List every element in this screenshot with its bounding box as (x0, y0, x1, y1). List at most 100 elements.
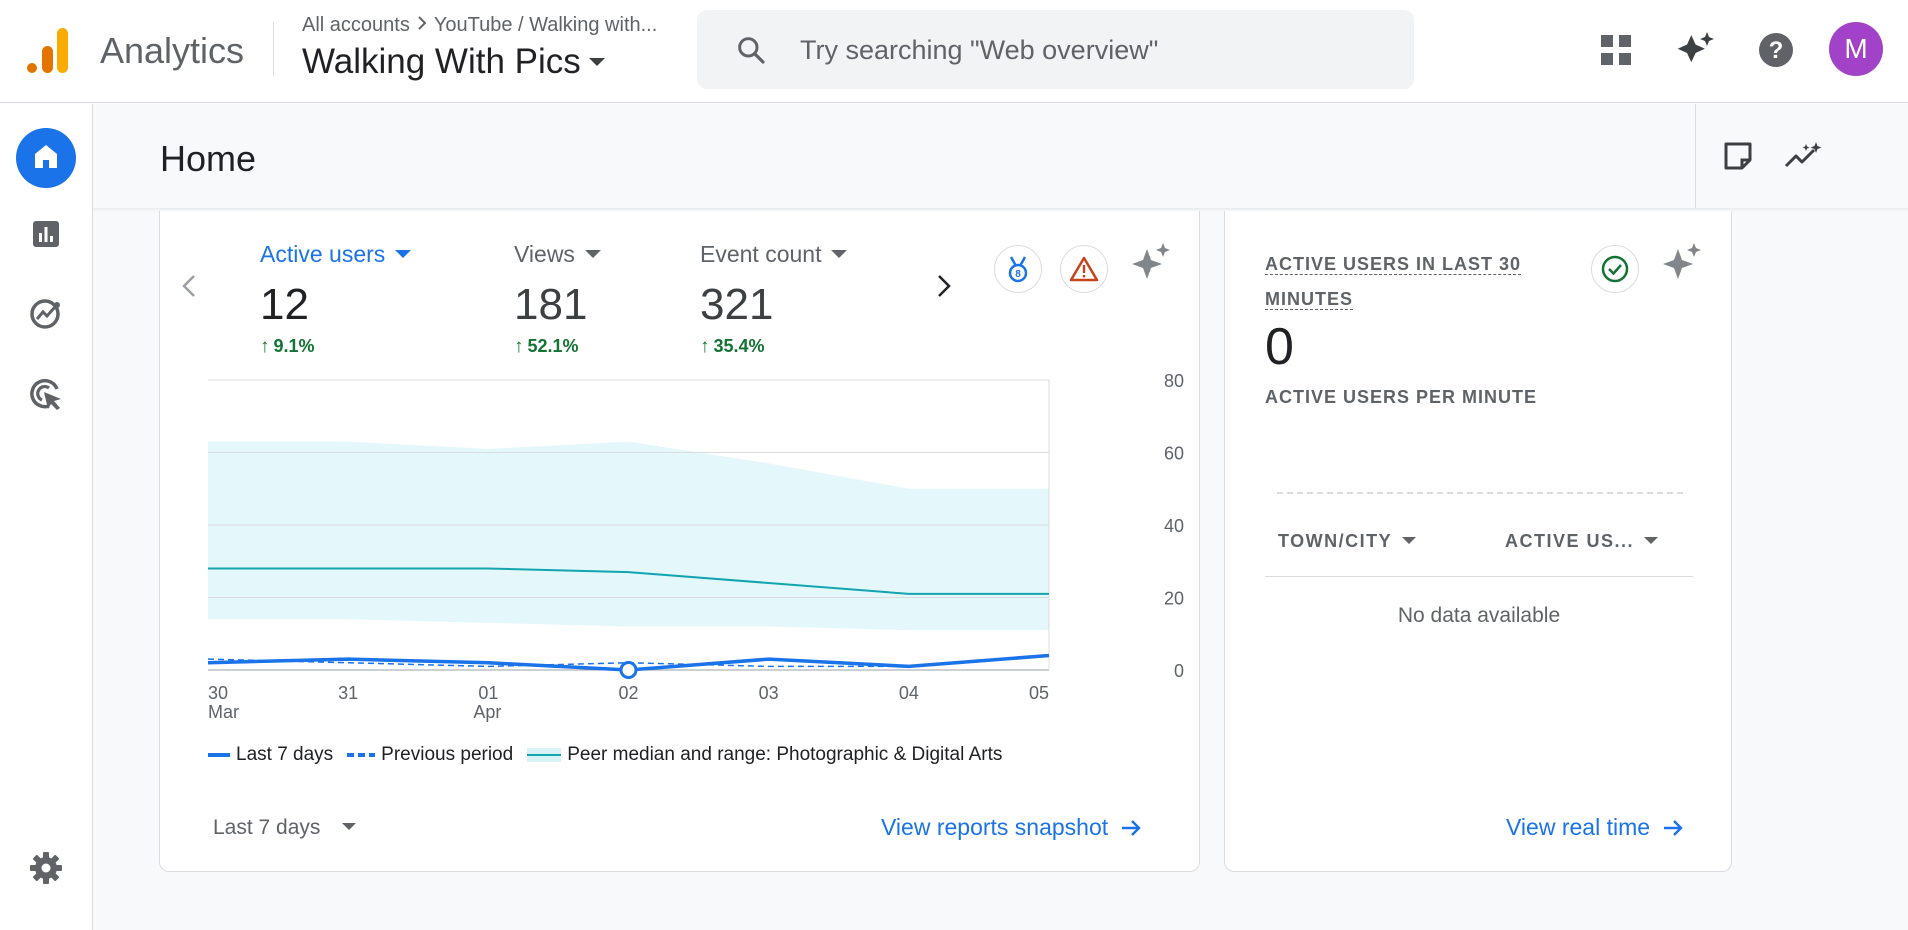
header-shadow (93, 208, 1908, 212)
metric-delta: ↑ 52.1% (514, 336, 579, 357)
arrow-up-icon: ↑ (514, 336, 524, 357)
chevron-right-icon[interactable] (935, 273, 953, 304)
sparkle-insights-icon[interactable] (1672, 24, 1720, 76)
overview-card: Active users 12 ↑ 9.1% Views 181 ↑ 52.1% E… (159, 211, 1200, 872)
arrow-up-icon: ↑ (260, 336, 270, 357)
realtime-subtitle: ACTIVE USERS PER MINUTE (1265, 387, 1538, 407)
metric-delta: ↑ 35.4% (700, 336, 765, 357)
x-tick-sublabel: Apr (473, 702, 501, 722)
realtime-value: 0 (1265, 318, 1294, 376)
bar-chart-icon (31, 219, 61, 254)
caret-down-icon (1402, 537, 1417, 545)
arrow-up-icon: ↑ (700, 336, 710, 357)
search-input[interactable] (800, 30, 1380, 70)
apps-grid-icon[interactable] (1592, 24, 1640, 76)
table-divider (1265, 576, 1693, 577)
metric-delta: ↑ 9.1% (260, 336, 315, 357)
explore-icon (28, 296, 64, 337)
nav-admin[interactable] (16, 840, 76, 900)
arrow-right-icon (1122, 819, 1141, 836)
page-title: Home (160, 138, 257, 179)
nav-advertising[interactable] (16, 366, 76, 426)
metric-event-count[interactable]: Event count 321 ↑ 35.4% (700, 241, 848, 358)
sparkle-icon[interactable] (1663, 241, 1703, 286)
sparkle-icon[interactable] (1132, 241, 1172, 286)
property-name: Walking With Pics (302, 42, 581, 81)
x-tick-label: 04 (899, 683, 919, 703)
view-reports-snapshot-link[interactable]: View reports snapshot (881, 814, 1142, 841)
metric-views[interactable]: Views 181 ↑ 52.1% (514, 241, 601, 358)
x-tick-label: 31 (338, 683, 358, 703)
legend-item-peer: Peer median and range: Photographic & Di… (527, 744, 1002, 766)
date-range-selector[interactable]: Last 7 days (213, 816, 357, 840)
search-icon (735, 34, 767, 71)
app-name: Analytics (100, 30, 245, 71)
chevron-left-icon[interactable] (180, 273, 198, 304)
empty-state-text: No data available (1397, 604, 1561, 627)
y-tick-label: 40 (1164, 516, 1184, 536)
chevron-right-icon (416, 14, 428, 37)
property-selector[interactable]: Walking With Pics (302, 42, 605, 82)
metric-label[interactable]: Event count (700, 241, 848, 268)
breadcrumb-accounts[interactable]: All accounts (302, 14, 410, 36)
metric-value: 181 (514, 280, 588, 329)
divider (273, 22, 274, 76)
x-tick-label: 30 (208, 683, 228, 703)
x-tick-label: 05 (1029, 683, 1049, 703)
realtime-title[interactable]: ACTIVE USERS IN LAST 30 MINUTES (1265, 254, 1522, 310)
view-real-time-link[interactable]: View real time (1506, 814, 1684, 841)
account-avatar[interactable]: M (1829, 22, 1883, 76)
metric-label[interactable]: Active users (260, 241, 412, 268)
column-header-town-city[interactable]: TOWN/CITY (1278, 531, 1417, 552)
series-line-peer-median (208, 567, 1049, 595)
caret-down-icon (831, 250, 848, 259)
metric-active-users[interactable]: Active users 12 ↑ 9.1% (260, 241, 412, 358)
benchmark-medal-icon[interactable]: 8 (994, 245, 1042, 293)
help-icon[interactable]: ? (1752, 24, 1800, 76)
realtime-card: ACTIVE USERS IN LAST 30 MINUTES 0 ACTIVE … (1224, 211, 1732, 872)
metric-label[interactable]: Views (514, 241, 601, 268)
svg-text:8: 8 (1015, 269, 1021, 280)
side-nav (0, 104, 93, 930)
peer-range-swatch (527, 748, 562, 762)
dashed-line-swatch (347, 753, 376, 757)
warning-icon[interactable] (1060, 245, 1108, 293)
nav-explore[interactable] (16, 286, 76, 346)
y-tick-label: 20 (1164, 589, 1184, 609)
caret-down-icon (1644, 537, 1659, 545)
legend-item-previous: Previous period (347, 744, 513, 766)
caret-down-icon (342, 823, 357, 831)
insights-trend-icon[interactable] (1780, 130, 1828, 182)
y-tick-label: 60 (1164, 444, 1184, 464)
caret-down-icon (584, 250, 601, 259)
x-tick-label: 02 (618, 683, 638, 703)
breadcrumb-account[interactable]: YouTube / Walking with... (433, 14, 658, 36)
caret-down-icon (395, 250, 412, 259)
legend-item-current: Last 7 days (208, 744, 333, 766)
realtime-empty-chart (1277, 492, 1683, 494)
arrow-right-icon (1664, 819, 1683, 836)
notes-icon[interactable] (1714, 130, 1762, 182)
highlight-point (619, 661, 638, 679)
nav-home[interactable] (16, 128, 76, 188)
y-tick-label: 80 (1164, 371, 1184, 391)
home-icon (31, 141, 61, 176)
top-bar: Analytics All accounts YouTube / Walking… (0, 0, 1908, 103)
divider (1695, 104, 1696, 208)
caret-down-icon (588, 57, 605, 66)
target-cursor-icon (27, 375, 65, 418)
nav-reports[interactable] (16, 206, 76, 266)
check-circle-icon[interactable] (1591, 245, 1639, 293)
x-tick-label: 01 (478, 683, 498, 703)
search-bar[interactable] (697, 10, 1414, 89)
peer-range-band (208, 441, 1049, 631)
x-tick-label: 03 (759, 683, 779, 703)
metric-value: 12 (260, 280, 309, 329)
analytics-logo[interactable] (26, 26, 70, 74)
y-tick-label: 0 (1174, 661, 1184, 681)
solid-line-swatch (208, 753, 230, 757)
column-header-active-users[interactable]: ACTIVE US... (1505, 531, 1659, 552)
breadcrumb[interactable]: All accounts YouTube / Walking with... (302, 14, 657, 37)
x-tick-sublabel: Mar (208, 702, 239, 722)
